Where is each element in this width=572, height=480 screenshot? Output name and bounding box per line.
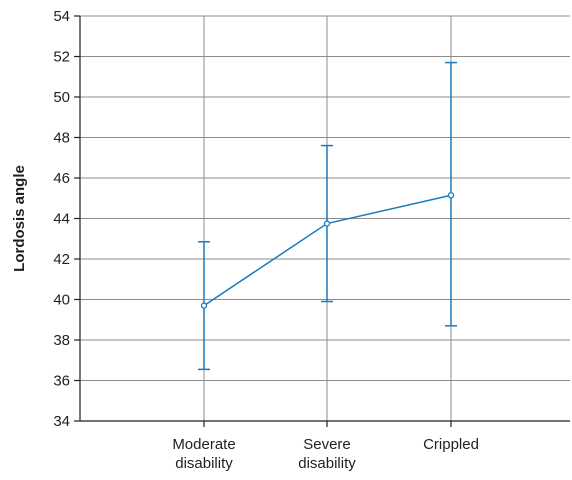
- y-axis-label: Lordosis angle: [11, 165, 28, 272]
- y-axis-ticks: 34 36 38 40 42 44 46 48 50 52 54: [53, 8, 80, 430]
- y-tick-label: 48: [53, 130, 70, 147]
- x-axis-ticks: Moderate disability Severe disability Crippl…: [172, 421, 479, 472]
- y-tick-label: 40: [53, 292, 70, 309]
- y-tick-label: 34: [53, 413, 70, 430]
- y-tick-label: 46: [53, 170, 70, 187]
- data-point: [200, 302, 208, 309]
- x-tick-label: Crippled: [423, 436, 479, 453]
- x-tick-label: Moderate disability: [172, 436, 235, 472]
- y-tick-label: 50: [53, 89, 70, 106]
- y-tick-label: 38: [53, 332, 70, 349]
- grid: [80, 15, 570, 421]
- data-point: [447, 192, 455, 199]
- y-tick-label: 42: [53, 251, 70, 268]
- x-tick-label: Severe disability: [298, 436, 356, 472]
- data-point: [323, 220, 331, 227]
- y-tick-label: 44: [53, 211, 70, 228]
- y-tick-label: 54: [53, 8, 70, 25]
- series: [200, 192, 455, 309]
- y-tick-label: 52: [53, 49, 70, 66]
- y-tick-label: 36: [53, 373, 70, 390]
